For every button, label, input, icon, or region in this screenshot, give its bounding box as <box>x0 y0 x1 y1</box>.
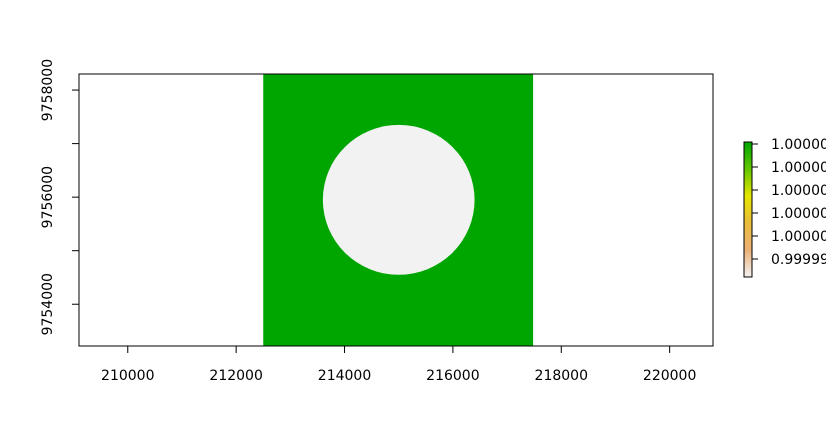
y-tick-label: 9756000 <box>40 166 56 228</box>
x-tick-label: 216000 <box>426 368 479 384</box>
raster-circular-hole <box>322 124 475 275</box>
y-axis: 9754000 9756000 9758000 <box>40 59 80 335</box>
color-legend: 1.00000 1.00000 1.00000 1.00000 1.00000 0.999… <box>743 137 826 278</box>
legend-color-bar <box>743 141 753 278</box>
raster-layer <box>263 74 534 346</box>
y-tick-label: 9754000 <box>40 273 56 335</box>
legend-label: 1.00000 <box>771 137 826 153</box>
x-tick-label: 220000 <box>643 368 696 384</box>
x-tick-label: 212000 <box>209 368 262 384</box>
x-tick-label: 214000 <box>318 368 371 384</box>
x-tick-label: 218000 <box>535 368 588 384</box>
x-tick-label: 210000 <box>101 368 154 384</box>
x-axis: 210000 212000 214000 216000 218000 220000 <box>101 345 696 384</box>
legend-label: 1.00000 <box>771 183 826 199</box>
legend-label: 1.00000 <box>771 206 826 222</box>
legend-label: 1.00000 <box>771 160 826 176</box>
y-tick-label: 9758000 <box>40 59 56 121</box>
legend-label: 1.00000 <box>771 229 826 245</box>
legend-label: 0.99999 <box>771 252 826 268</box>
